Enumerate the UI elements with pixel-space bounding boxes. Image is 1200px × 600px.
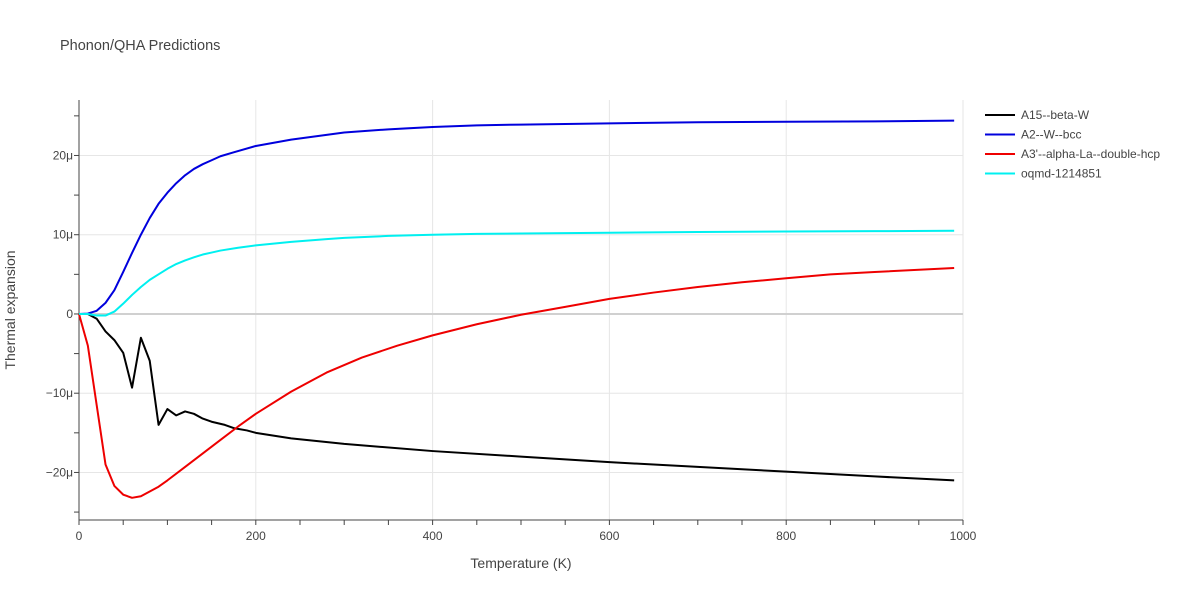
legend-label: A2--W--bcc [1021, 128, 1081, 142]
x-tick-label: 600 [599, 529, 619, 543]
legend-item[interactable]: A3'--alpha-La--double-hcp [985, 147, 1160, 161]
legend-label: A15--beta-W [1021, 108, 1090, 122]
axes [74, 100, 964, 525]
y-tick-label: 0 [66, 307, 73, 321]
y-axis-title: Thermal expansion [2, 250, 18, 369]
legend-item[interactable]: A2--W--bcc [985, 128, 1081, 142]
series-line-2 [78, 267, 955, 499]
x-axis-title: Temperature (K) [470, 555, 571, 571]
x-tick-label: 1000 [950, 529, 977, 543]
y-tick-label: −20μ [46, 465, 73, 479]
grid [79, 100, 964, 520]
legend-label: A3'--alpha-La--double-hcp [1021, 147, 1160, 161]
series-line-3 [79, 229, 955, 317]
legend[interactable]: A15--beta-W A2--W--bcc A3'--alpha-La--doub… [985, 108, 1160, 181]
y-tick-label: −10μ [46, 386, 73, 400]
y-tick-label: 20μ [53, 148, 73, 162]
legend-item[interactable]: oqmd-1214851 [985, 167, 1102, 181]
legend-item[interactable]: A15--beta-W [985, 108, 1090, 122]
x-tick-label: 800 [776, 529, 796, 543]
chart-title: Phonon/QHA Predictions [60, 38, 220, 54]
x-tick-label: 0 [76, 529, 83, 543]
series-lines [78, 119, 955, 499]
x-tick-label: 400 [423, 529, 443, 543]
y-tick-label: 10μ [53, 228, 73, 242]
x-tick-label: 200 [246, 529, 266, 543]
legend-label: oqmd-1214851 [1021, 167, 1102, 181]
tick-labels: 0 200 400 600 800 1000 −20μ −10μ 0 10μ 20μ [46, 148, 977, 543]
series-line-0 [79, 312, 955, 482]
series-line-1 [78, 119, 955, 315]
